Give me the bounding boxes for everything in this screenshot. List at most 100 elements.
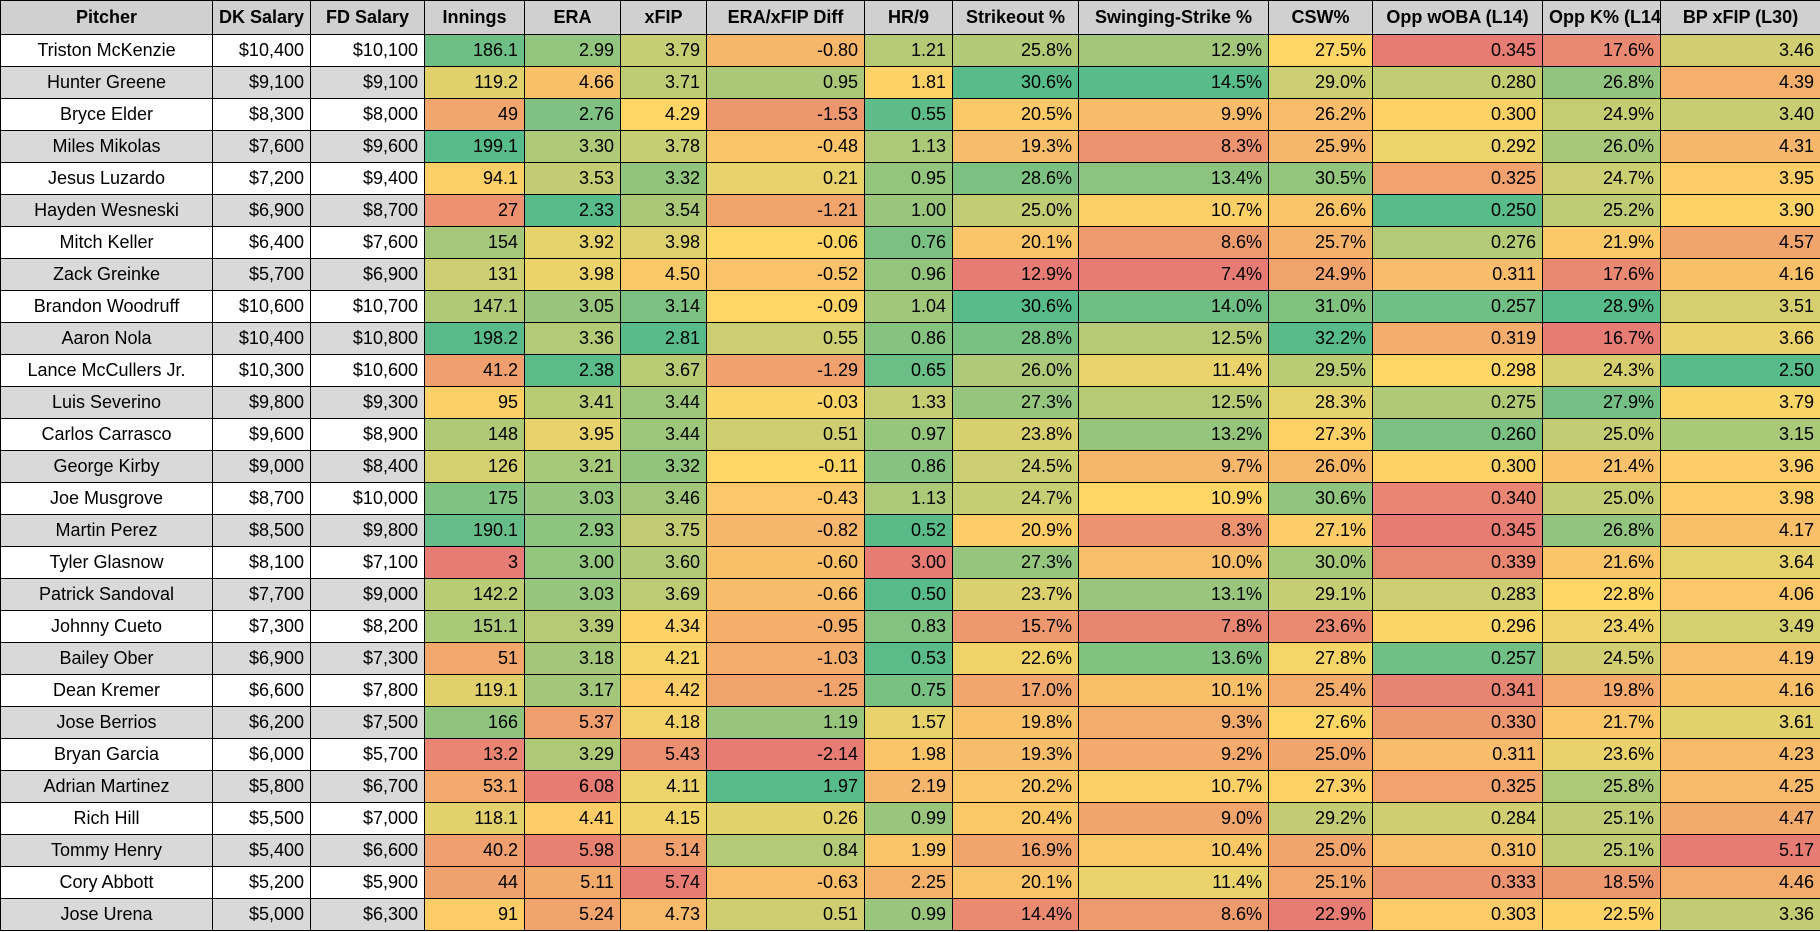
cell-strikeout-pct[interactable]: 30.6% — [952, 66, 1079, 99]
cell-opp-woba-l14[interactable]: 0.257 — [1372, 290, 1543, 323]
cell-swinging-strike-pct[interactable]: 7.4% — [1078, 258, 1269, 291]
cell-strikeout-pct[interactable]: 22.6% — [952, 642, 1079, 675]
cell-dk-salary[interactable]: $8,700 — [212, 482, 311, 515]
cell-era-xfip-diff[interactable]: -0.48 — [706, 130, 865, 163]
cell-era-xfip-diff[interactable]: 0.55 — [706, 322, 865, 355]
cell-xfip[interactable]: 4.42 — [620, 674, 707, 707]
cell-csw-pct[interactable]: 30.6% — [1268, 482, 1373, 515]
cell-csw-pct[interactable]: 25.4% — [1268, 674, 1373, 707]
cell-hr9[interactable]: 0.99 — [864, 898, 953, 931]
cell-xfip[interactable]: 3.54 — [620, 194, 707, 227]
cell-opp-k-pct-l14[interactable]: 25.0% — [1542, 482, 1661, 515]
cell-era[interactable]: 4.41 — [524, 802, 621, 835]
cell-pitcher[interactable]: Aaron Nola — [0, 322, 213, 355]
cell-strikeout-pct[interactable]: 17.0% — [952, 674, 1079, 707]
cell-hr9[interactable]: 1.00 — [864, 194, 953, 227]
cell-opp-k-pct-l14[interactable]: 24.3% — [1542, 354, 1661, 387]
cell-era-xfip-diff[interactable]: -0.03 — [706, 386, 865, 419]
cell-hr9[interactable]: 1.81 — [864, 66, 953, 99]
cell-bp-xfip-l30[interactable]: 3.95 — [1660, 162, 1820, 195]
cell-opp-k-pct-l14[interactable]: 25.2% — [1542, 194, 1661, 227]
cell-swinging-strike-pct[interactable]: 9.0% — [1078, 802, 1269, 835]
cell-era[interactable]: 3.03 — [524, 482, 621, 515]
cell-innings[interactable]: 27 — [424, 194, 525, 227]
column-header-csw-pct[interactable]: CSW% — [1268, 0, 1373, 35]
cell-xfip[interactable]: 3.46 — [620, 482, 707, 515]
cell-opp-k-pct-l14[interactable]: 25.1% — [1542, 834, 1661, 867]
cell-csw-pct[interactable]: 27.1% — [1268, 514, 1373, 547]
cell-bp-xfip-l30[interactable]: 4.57 — [1660, 226, 1820, 259]
cell-opp-k-pct-l14[interactable]: 27.9% — [1542, 386, 1661, 419]
cell-era[interactable]: 6.08 — [524, 770, 621, 803]
cell-xfip[interactable]: 3.60 — [620, 546, 707, 579]
cell-xfip[interactable]: 4.18 — [620, 706, 707, 739]
cell-bp-xfip-l30[interactable]: 3.90 — [1660, 194, 1820, 227]
cell-strikeout-pct[interactable]: 20.4% — [952, 802, 1079, 835]
cell-era[interactable]: 2.38 — [524, 354, 621, 387]
cell-bp-xfip-l30[interactable]: 3.49 — [1660, 610, 1820, 643]
cell-opp-k-pct-l14[interactable]: 24.7% — [1542, 162, 1661, 195]
cell-innings[interactable]: 131 — [424, 258, 525, 291]
cell-innings[interactable]: 186.1 — [424, 34, 525, 67]
cell-opp-k-pct-l14[interactable]: 26.8% — [1542, 514, 1661, 547]
cell-pitcher[interactable]: Miles Mikolas — [0, 130, 213, 163]
cell-xfip[interactable]: 2.81 — [620, 322, 707, 355]
column-header-pitcher[interactable]: Pitcher — [0, 0, 213, 35]
cell-hr9[interactable]: 0.76 — [864, 226, 953, 259]
cell-fd-salary[interactable]: $9,800 — [310, 514, 425, 547]
cell-opp-woba-l14[interactable]: 0.330 — [1372, 706, 1543, 739]
cell-pitcher[interactable]: Tommy Henry — [0, 834, 213, 867]
cell-pitcher[interactable]: Brandon Woodruff — [0, 290, 213, 323]
cell-pitcher[interactable]: Lance McCullers Jr. — [0, 354, 213, 387]
cell-dk-salary[interactable]: $6,900 — [212, 642, 311, 675]
cell-bp-xfip-l30[interactable]: 5.17 — [1660, 834, 1820, 867]
cell-csw-pct[interactable]: 29.5% — [1268, 354, 1373, 387]
cell-opp-k-pct-l14[interactable]: 25.1% — [1542, 802, 1661, 835]
cell-strikeout-pct[interactable]: 19.8% — [952, 706, 1079, 739]
cell-dk-salary[interactable]: $10,600 — [212, 290, 311, 323]
cell-dk-salary[interactable]: $6,600 — [212, 674, 311, 707]
cell-dk-salary[interactable]: $9,600 — [212, 418, 311, 451]
cell-pitcher[interactable]: Jose Urena — [0, 898, 213, 931]
cell-xfip[interactable]: 3.32 — [620, 162, 707, 195]
cell-strikeout-pct[interactable]: 27.3% — [952, 546, 1079, 579]
cell-era-xfip-diff[interactable]: 1.19 — [706, 706, 865, 739]
cell-pitcher[interactable]: Hayden Wesneski — [0, 194, 213, 227]
cell-hr9[interactable]: 1.21 — [864, 34, 953, 67]
cell-swinging-strike-pct[interactable]: 14.5% — [1078, 66, 1269, 99]
cell-era-xfip-diff[interactable]: -2.14 — [706, 738, 865, 771]
cell-swinging-strike-pct[interactable]: 10.0% — [1078, 546, 1269, 579]
cell-pitcher[interactable]: Luis Severino — [0, 386, 213, 419]
cell-opp-k-pct-l14[interactable]: 21.9% — [1542, 226, 1661, 259]
cell-opp-woba-l14[interactable]: 0.303 — [1372, 898, 1543, 931]
cell-fd-salary[interactable]: $10,100 — [310, 34, 425, 67]
cell-pitcher[interactable]: Joe Musgrove — [0, 482, 213, 515]
cell-dk-salary[interactable]: $8,100 — [212, 546, 311, 579]
cell-strikeout-pct[interactable]: 23.8% — [952, 418, 1079, 451]
cell-fd-salary[interactable]: $9,400 — [310, 162, 425, 195]
cell-bp-xfip-l30[interactable]: 4.19 — [1660, 642, 1820, 675]
cell-dk-salary[interactable]: $10,300 — [212, 354, 311, 387]
cell-fd-salary[interactable]: $7,300 — [310, 642, 425, 675]
cell-csw-pct[interactable]: 31.0% — [1268, 290, 1373, 323]
column-header-innings[interactable]: Innings — [424, 0, 525, 35]
cell-hr9[interactable]: 0.50 — [864, 578, 953, 611]
column-header-opp-k-pct-l14[interactable]: Opp K% (L14) — [1542, 0, 1661, 35]
cell-bp-xfip-l30[interactable]: 3.40 — [1660, 98, 1820, 131]
cell-opp-woba-l14[interactable]: 0.276 — [1372, 226, 1543, 259]
cell-pitcher[interactable]: Mitch Keller — [0, 226, 213, 259]
cell-dk-salary[interactable]: $10,400 — [212, 322, 311, 355]
cell-csw-pct[interactable]: 28.3% — [1268, 386, 1373, 419]
cell-xfip[interactable]: 4.29 — [620, 98, 707, 131]
cell-swinging-strike-pct[interactable]: 8.6% — [1078, 898, 1269, 931]
cell-era-xfip-diff[interactable]: -0.66 — [706, 578, 865, 611]
cell-bp-xfip-l30[interactable]: 4.16 — [1660, 674, 1820, 707]
cell-xfip[interactable]: 4.50 — [620, 258, 707, 291]
cell-opp-woba-l14[interactable]: 0.325 — [1372, 162, 1543, 195]
cell-era-xfip-diff[interactable]: -0.80 — [706, 34, 865, 67]
cell-strikeout-pct[interactable]: 24.5% — [952, 450, 1079, 483]
cell-hr9[interactable]: 1.13 — [864, 130, 953, 163]
column-header-era[interactable]: ERA — [524, 0, 621, 35]
cell-csw-pct[interactable]: 25.7% — [1268, 226, 1373, 259]
cell-strikeout-pct[interactable]: 20.2% — [952, 770, 1079, 803]
